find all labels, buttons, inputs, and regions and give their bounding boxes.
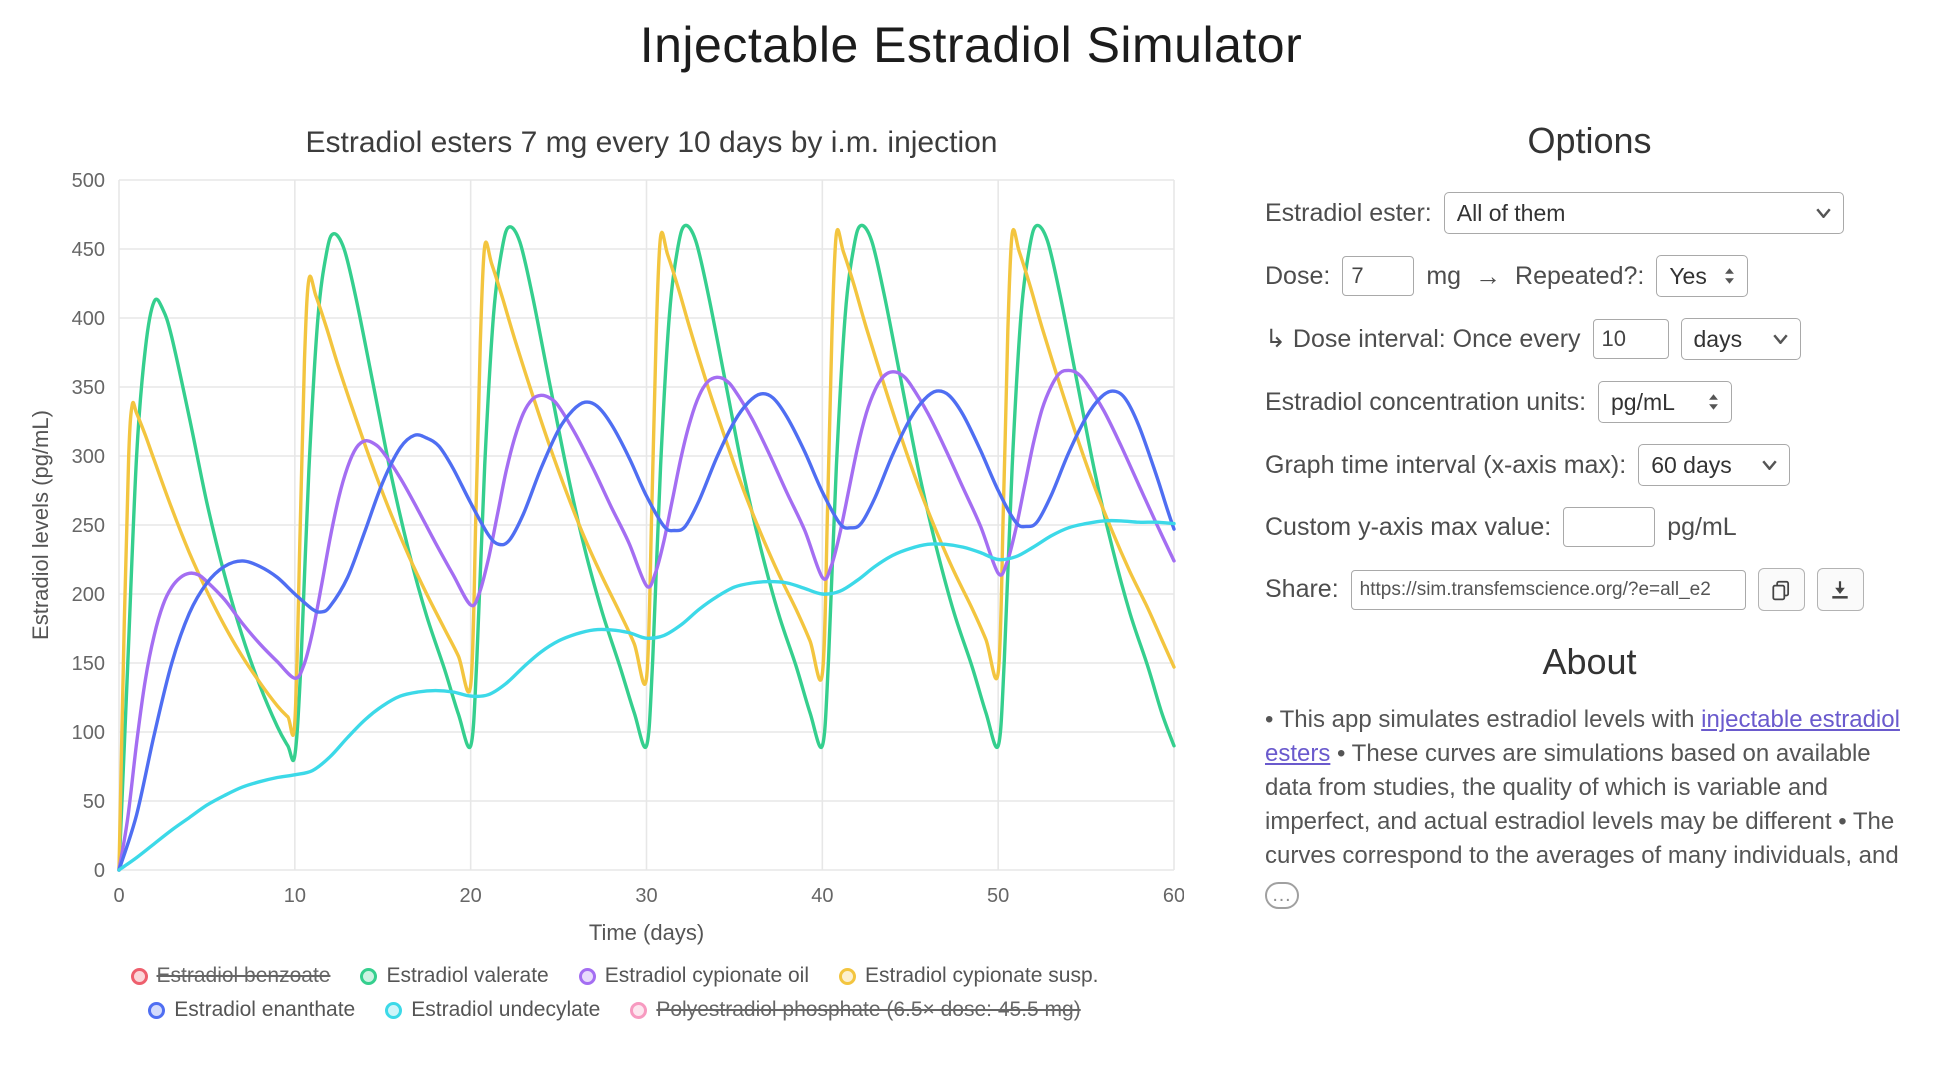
- svg-text:20: 20: [460, 885, 482, 907]
- svg-text:350: 350: [72, 377, 105, 399]
- up-down-arrows-icon: [1725, 268, 1735, 284]
- svg-text:400: 400: [72, 308, 105, 330]
- legend-label: Polyestradiol phosphate (6.5× dose: 45.5…: [656, 998, 1081, 1021]
- legend-item[interactable]: Estradiol cypionate oil: [578, 964, 809, 988]
- legend-marker-icon: [578, 967, 596, 985]
- svg-text:0: 0: [94, 860, 105, 882]
- chart-title: Estradiol esters 7 mg every 10 days by i…: [305, 126, 998, 159]
- interval-unit-select-value: days: [1693, 325, 1743, 352]
- svg-text:40: 40: [811, 885, 833, 907]
- legend-label: Estradiol valerate: [386, 964, 549, 987]
- page-title: Injectable Estradiol Simulator: [639, 17, 1303, 73]
- series-line: [117, 389, 1176, 872]
- share-url-input[interactable]: [1350, 569, 1746, 610]
- dose-input[interactable]: [1342, 256, 1415, 296]
- svg-text:50: 50: [987, 885, 1009, 907]
- legend-item[interactable]: Estradiol benzoate: [130, 964, 331, 988]
- legend-label: Estradiol enanthate: [174, 998, 356, 1021]
- legend-item[interactable]: Estradiol undecylate: [385, 998, 600, 1022]
- units-select[interactable]: pg/mL: [1598, 381, 1733, 423]
- svg-text:0: 0: [113, 885, 124, 907]
- legend-marker-icon: [148, 1001, 166, 1019]
- units-select-value: pg/mL: [1611, 388, 1675, 415]
- legend-item[interactable]: Polyestradiol phosphate (6.5× dose: 45.5…: [630, 998, 1081, 1022]
- legend-label: Estradiol undecylate: [411, 998, 601, 1021]
- legend-item[interactable]: Estradiol cypionate susp.: [839, 964, 1098, 988]
- svg-text:Time (days): Time (days): [589, 920, 704, 945]
- download-icon: [1832, 580, 1848, 599]
- legend-item[interactable]: Estradiol enanthate: [148, 998, 355, 1022]
- series-line: [117, 518, 1176, 872]
- units-label: Estradiol concentration units:: [1265, 387, 1587, 416]
- options-panel: Options Estradiol ester: All of them Dos…: [1205, 74, 1942, 909]
- chevron-down-icon: [1816, 208, 1831, 218]
- svg-text:60: 60: [1163, 885, 1184, 907]
- svg-text:450: 450: [72, 239, 105, 261]
- ymax-input[interactable]: [1563, 507, 1656, 547]
- about-link[interactable]: injectable estradiol esters: [1265, 706, 1900, 768]
- about-text-segment: • These curves are simulations based on …: [1265, 740, 1899, 870]
- legend-marker-icon: [385, 1001, 403, 1019]
- ellipsis-button[interactable]: …: [1265, 881, 1299, 909]
- interval-unit-select[interactable]: days: [1680, 318, 1801, 360]
- svg-text:100: 100: [72, 722, 105, 744]
- chevron-down-icon: [1762, 460, 1777, 470]
- dose-interval-label: ↳ Dose interval: Once every: [1265, 325, 1581, 353]
- legend-label: Estradiol cypionate oil: [604, 964, 809, 987]
- time-interval-label: Graph time interval (x-axis max):: [1265, 450, 1627, 479]
- svg-text:500: 500: [72, 170, 105, 192]
- download-button[interactable]: [1816, 568, 1864, 611]
- legend-marker-icon: [130, 967, 148, 985]
- repeated-select-value: Yes: [1669, 262, 1707, 289]
- legend-marker-icon: [360, 967, 378, 985]
- up-down-arrows-icon: [1709, 394, 1718, 410]
- time-interval-select[interactable]: 60 days: [1638, 444, 1791, 486]
- about-heading: About: [1542, 641, 1637, 682]
- dose-interval-input[interactable]: [1592, 319, 1669, 359]
- legend-marker-icon: [839, 967, 856, 985]
- svg-text:50: 50: [83, 791, 105, 813]
- legend-item[interactable]: Estradiol valerate: [360, 964, 549, 988]
- repeated-label: Repeated?:: [1515, 261, 1645, 290]
- svg-text:150: 150: [72, 653, 105, 675]
- about-text-segment: • This app simulates estradiol levels wi…: [1265, 706, 1702, 733]
- svg-text:Estradiol levels (pg/mL): Estradiol levels (pg/mL): [28, 410, 53, 640]
- ester-select[interactable]: All of them: [1443, 192, 1844, 234]
- arrow-right-icon: →: [1475, 260, 1502, 291]
- ester-label: Estradiol ester:: [1265, 198, 1432, 227]
- svg-text:30: 30: [635, 885, 657, 907]
- chart-panel: Estradiol esters 7 mg every 10 days by i…: [0, 74, 1205, 1022]
- dose-unit: mg: [1426, 261, 1462, 290]
- chevron-down-icon: [1772, 334, 1788, 344]
- svg-text:200: 200: [72, 584, 105, 606]
- repeated-select[interactable]: Yes: [1656, 255, 1749, 297]
- legend-label: Estradiol cypionate susp.: [865, 964, 1099, 987]
- svg-text:300: 300: [72, 446, 105, 468]
- series-line: [117, 223, 1176, 872]
- ymax-label: Custom y-axis max value:: [1265, 512, 1552, 541]
- share-label: Share:: [1265, 575, 1339, 603]
- copy-icon: [1772, 580, 1790, 600]
- chart-legend: Estradiol benzoate Estradiol valerate Estr…: [24, 964, 1205, 1022]
- ester-select-value: All of them: [1456, 199, 1566, 226]
- about-text: • This app simulates estradiol levels wi…: [1265, 703, 1914, 909]
- chart-plot-area: 0 50 100 150 200 250 300 350 400 450 500 0 10 20 30 40 5…: [28, 170, 1184, 945]
- ymax-unit: pg/mL: [1667, 512, 1737, 541]
- series-line: [117, 228, 1176, 872]
- dose-label: Dose:: [1265, 261, 1331, 290]
- time-interval-select-value: 60 days: [1651, 451, 1732, 478]
- series-line: [117, 368, 1176, 872]
- svg-text:10: 10: [284, 885, 306, 907]
- copy-button[interactable]: [1757, 568, 1805, 611]
- svg-text:250: 250: [72, 515, 105, 537]
- legend-label: Estradiol benzoate: [156, 964, 331, 987]
- options-heading: Options: [1527, 120, 1652, 161]
- legend-marker-icon: [630, 1001, 648, 1019]
